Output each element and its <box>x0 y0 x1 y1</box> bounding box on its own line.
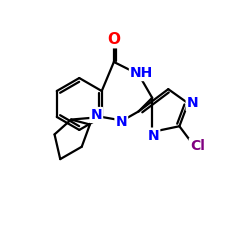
Text: NH: NH <box>130 66 153 80</box>
Text: Cl: Cl <box>190 139 205 153</box>
Text: N: N <box>148 129 159 143</box>
Text: N: N <box>90 108 102 122</box>
Text: N: N <box>187 96 198 110</box>
Text: O: O <box>108 32 120 47</box>
Text: N: N <box>116 115 127 129</box>
